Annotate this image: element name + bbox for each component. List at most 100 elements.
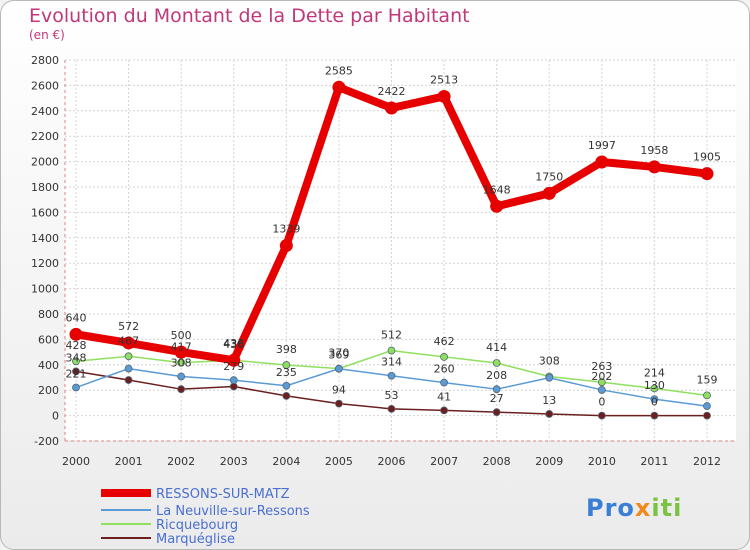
- series-1: [72, 364, 711, 410]
- y-tick-label: 1200: [31, 257, 59, 270]
- data-label: 572: [118, 320, 139, 333]
- data-point: [177, 372, 186, 381]
- data-point: [385, 101, 398, 115]
- data-point: [437, 89, 451, 103]
- data-label: 208: [486, 369, 507, 382]
- data-point: [597, 411, 606, 420]
- data-point: [229, 376, 238, 385]
- data-point: [545, 373, 554, 382]
- data-label: 214: [644, 366, 665, 379]
- data-label: 1997: [588, 139, 616, 152]
- data-label: 235: [276, 366, 297, 379]
- proxiti-logo: Proxiti: [586, 494, 682, 522]
- data-label: 53: [385, 389, 399, 402]
- data-point: [387, 346, 396, 355]
- data-label: 1750: [535, 170, 563, 183]
- data-point: [387, 404, 396, 413]
- data-label: 94: [332, 384, 346, 397]
- x-tick-label: 2001: [115, 455, 143, 468]
- y-tick-label: 2800: [31, 54, 59, 67]
- x-tick-label: 2008: [483, 455, 511, 468]
- data-point: [595, 155, 609, 169]
- data-label: 369: [328, 349, 349, 362]
- data-point: [279, 239, 293, 253]
- data-label: 221: [66, 368, 87, 381]
- data-point: [440, 378, 448, 387]
- data-point: [650, 384, 659, 393]
- data-point: [177, 358, 186, 367]
- data-label: 2422: [378, 85, 406, 98]
- y-tick-label: 400: [38, 359, 59, 372]
- data-label: 263: [591, 360, 612, 373]
- legend-label: Ricquebourg: [156, 518, 238, 533]
- data-label: 130: [644, 379, 665, 392]
- data-point: [490, 199, 504, 213]
- data-point: [124, 376, 133, 384]
- y-tick-label: 2400: [31, 105, 59, 118]
- data-point: [492, 385, 501, 394]
- y-tick-label: 1000: [31, 283, 59, 296]
- y-tick-label: 0: [52, 410, 59, 423]
- data-label: 1905: [693, 151, 721, 164]
- data-point: [72, 383, 80, 392]
- data-point: [387, 371, 396, 380]
- series-0: [69, 80, 714, 367]
- data-label: 260: [434, 363, 455, 376]
- x-tick-label: 2011: [640, 455, 668, 468]
- data-point: [703, 402, 711, 410]
- y-tick-label: 2600: [31, 79, 59, 92]
- data-point: [124, 352, 133, 361]
- y-tick-label: -200: [34, 435, 59, 448]
- data-point: [440, 353, 448, 361]
- x-tick-label: 2003: [220, 455, 248, 468]
- data-label: 640: [66, 311, 87, 324]
- data-point: [650, 411, 659, 420]
- data-point: [542, 186, 556, 200]
- x-tick-label: 2005: [325, 455, 353, 468]
- x-tick-label: 2007: [430, 455, 458, 468]
- chart-subtitle: (en €): [29, 28, 65, 42]
- data-point: [282, 392, 291, 400]
- data-label: 436: [223, 338, 244, 351]
- data-label: 1648: [483, 183, 511, 196]
- data-label: 348: [66, 351, 87, 364]
- data-label: 1958: [640, 144, 668, 157]
- chart-title: Evolution du Montant de la Dette par Hab…: [29, 5, 470, 27]
- data-label: 2585: [325, 64, 353, 77]
- data-point: [703, 391, 711, 400]
- data-label: 13: [542, 394, 556, 407]
- data-label: 467: [118, 334, 139, 347]
- logo-part-1: Pro: [586, 494, 635, 522]
- y-tick-label: 2000: [31, 156, 59, 169]
- data-label: 0: [651, 396, 658, 409]
- y-tick-label: 2200: [31, 130, 59, 143]
- x-tick-label: 2010: [588, 455, 616, 468]
- data-label: 314: [381, 356, 402, 369]
- data-label: 308: [539, 354, 560, 367]
- data-point: [282, 381, 291, 390]
- data-point: [335, 364, 343, 373]
- data-label: 500: [171, 329, 192, 342]
- x-tick-label: 2000: [62, 455, 90, 468]
- data-point: [335, 399, 343, 408]
- data-point: [700, 167, 714, 181]
- data-point: [440, 406, 448, 415]
- data-label: 1339: [272, 223, 300, 236]
- data-label: 279: [223, 360, 244, 373]
- legend-label: La Neuville-sur-Ressons: [156, 504, 310, 519]
- data-label: 27: [490, 392, 504, 405]
- data-point: [597, 378, 606, 387]
- data-label: 41: [437, 390, 451, 403]
- x-tick-label: 2006: [378, 455, 406, 468]
- data-point: [492, 408, 501, 417]
- y-tick-label: 1800: [31, 181, 59, 194]
- data-label: 398: [276, 343, 297, 356]
- series-3: [72, 367, 711, 420]
- y-tick-label: 800: [38, 308, 59, 321]
- legend-label: RESSONS-SUR-MATZ: [156, 487, 290, 502]
- data-label: 370: [328, 347, 349, 360]
- data-point: [282, 361, 291, 369]
- logo-part-3: iti: [651, 494, 683, 522]
- data-label: 159: [697, 373, 718, 386]
